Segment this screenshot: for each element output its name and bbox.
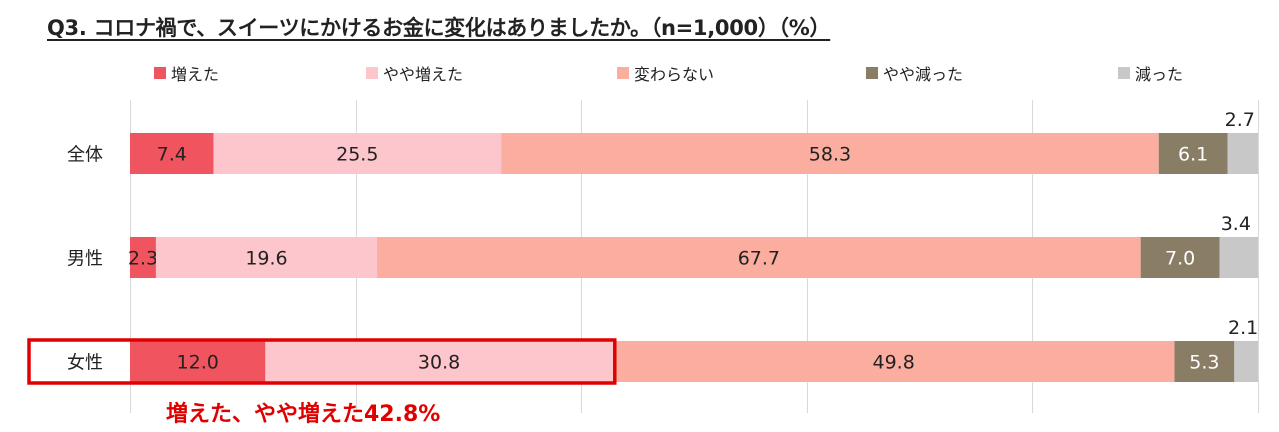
highlight-frame (27, 338, 617, 385)
category-label: 男性 (67, 249, 103, 270)
data-label: 2.7 (1225, 109, 1255, 131)
legend-label: 増えた (171, 65, 219, 84)
bar-segment (1140, 237, 1220, 278)
data-label: 67.7 (738, 248, 780, 270)
bar-segment (155, 237, 378, 278)
legend-swatch (866, 67, 878, 79)
data-label: 3.4 (1221, 213, 1251, 235)
data-label: 25.5 (336, 144, 378, 166)
legend-label: やや増えた (383, 65, 463, 84)
bar-segment (130, 341, 266, 382)
legend-label: やや減った (883, 65, 963, 84)
bar-segment (130, 237, 156, 278)
legend-swatch (617, 67, 629, 79)
data-label: 12.0 (177, 352, 219, 374)
legend-swatch (154, 67, 166, 79)
bar-segment (213, 133, 502, 174)
legend-label: 減った (1135, 65, 1183, 84)
data-label: 7.4 (157, 144, 187, 166)
legend-label: 変わらない (634, 65, 714, 84)
bar-segment (1227, 133, 1258, 174)
bar-segment (1158, 133, 1228, 174)
chart-title: Q3. コロナ禍で、スイーツにかけるお金に変化はありましたか。（n=1,000）… (47, 16, 831, 40)
data-label: 49.8 (872, 352, 914, 374)
legend-swatch (1118, 67, 1130, 79)
bar-segment (130, 133, 214, 174)
data-label: 7.0 (1165, 248, 1195, 270)
category-label: 全体 (67, 145, 103, 166)
bar-segment (265, 341, 613, 382)
data-label: 30.8 (418, 352, 460, 374)
bar-segment (377, 237, 1141, 278)
category-label: 女性 (67, 353, 103, 374)
data-label: 58.3 (809, 144, 851, 166)
bar-segment (1234, 341, 1258, 382)
bar-segment (1219, 237, 1258, 278)
data-label: 2.1 (1228, 317, 1258, 339)
bar-segment (501, 133, 1159, 174)
data-label: 5.3 (1189, 352, 1219, 374)
bar-segment (1174, 341, 1235, 382)
data-label: 19.6 (245, 248, 287, 270)
highlight-note: 増えた、やや増えた42.8% (166, 402, 441, 427)
data-label: 2.3 (128, 248, 158, 270)
bar-segment (612, 341, 1175, 382)
legend-swatch (366, 67, 378, 79)
data-label: 6.1 (1178, 144, 1208, 166)
